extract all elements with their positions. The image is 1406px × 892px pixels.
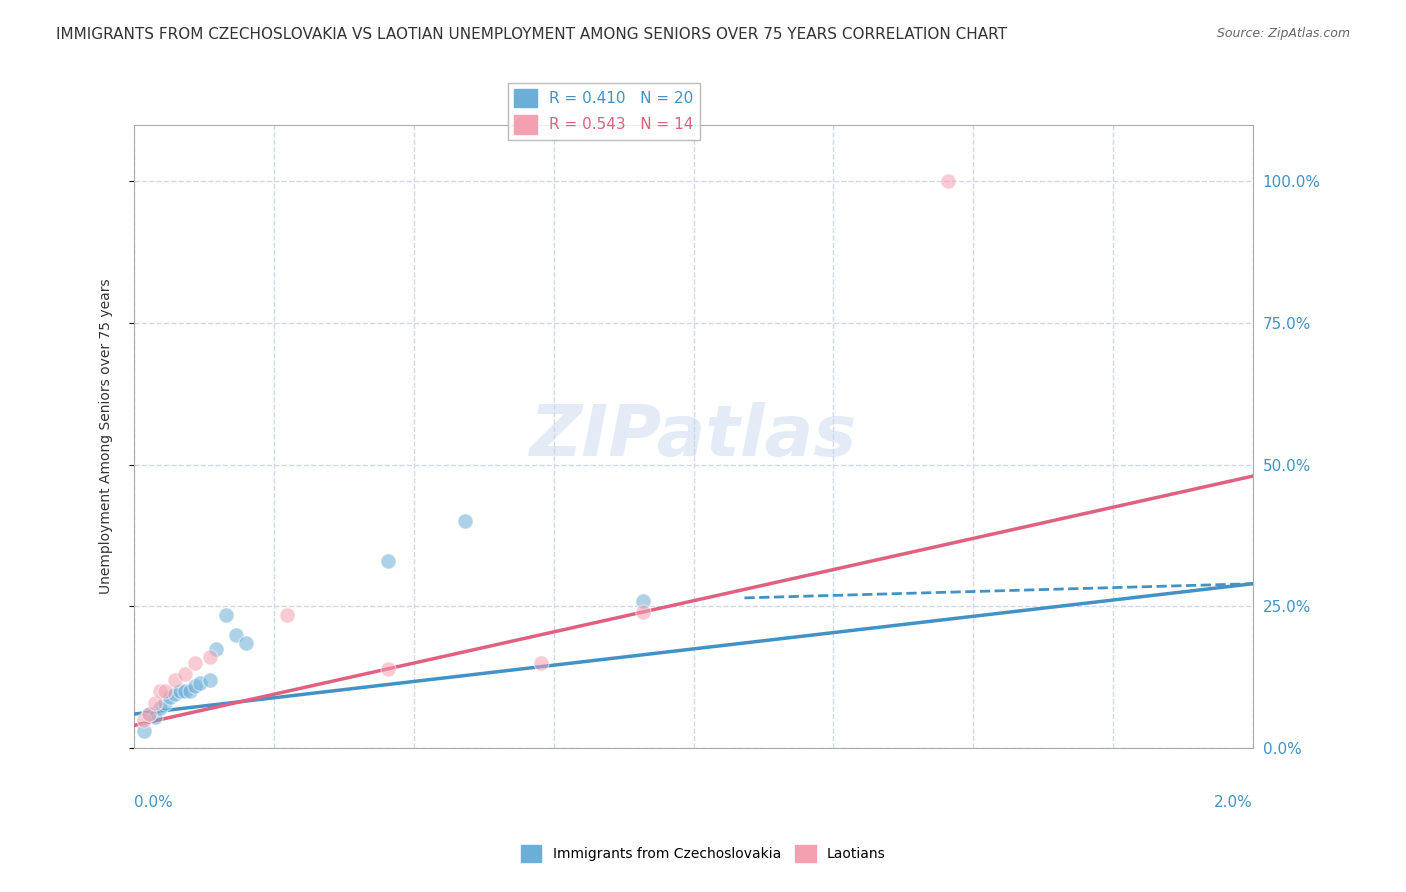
Point: [188, 676, 211, 690]
Text: Source: ZipAtlas.com: Source: ZipAtlas.com: [1216, 27, 1350, 40]
Point: [200, 650, 222, 665]
Point: [163, 687, 186, 701]
Y-axis label: Unemployment Among Seniors over 75 years: Unemployment Among Seniors over 75 years: [100, 278, 114, 594]
Point: [184, 679, 207, 693]
Point: [159, 690, 181, 704]
Point: [235, 636, 257, 650]
Point: [138, 707, 160, 722]
Point: [163, 673, 186, 687]
Point: [631, 593, 654, 607]
Point: [276, 607, 298, 622]
Point: [143, 710, 166, 724]
Point: [143, 696, 166, 710]
Point: [377, 554, 399, 568]
Legend: R = 0.410   N = 20, R = 0.543   N = 14: R = 0.410 N = 20, R = 0.543 N = 14: [508, 83, 700, 140]
Point: [225, 628, 247, 642]
Point: [204, 641, 226, 656]
Point: [631, 605, 654, 619]
Text: IMMIGRANTS FROM CZECHOSLOVAKIA VS LAOTIAN UNEMPLOYMENT AMONG SENIORS OVER 75 YEA: IMMIGRANTS FROM CZECHOSLOVAKIA VS LAOTIA…: [56, 27, 1007, 42]
Point: [377, 662, 399, 676]
Text: ZIPatlas: ZIPatlas: [530, 402, 858, 471]
Point: [138, 707, 160, 722]
Point: [174, 684, 197, 698]
Point: [530, 656, 553, 670]
Point: [200, 673, 222, 687]
Point: [174, 667, 197, 681]
Point: [134, 724, 156, 739]
Legend: Immigrants from Czechoslovakia, Laotians: Immigrants from Czechoslovakia, Laotians: [515, 839, 891, 867]
Point: [134, 713, 156, 727]
Point: [149, 684, 172, 698]
Point: [454, 515, 477, 529]
Point: [215, 607, 238, 622]
Point: [149, 701, 172, 715]
Text: 0.0%: 0.0%: [134, 795, 173, 810]
Point: [169, 684, 191, 698]
Text: 2.0%: 2.0%: [1215, 795, 1253, 810]
Point: [179, 684, 201, 698]
Point: [936, 174, 959, 188]
Point: [184, 656, 207, 670]
Point: [153, 696, 176, 710]
Point: [153, 684, 176, 698]
